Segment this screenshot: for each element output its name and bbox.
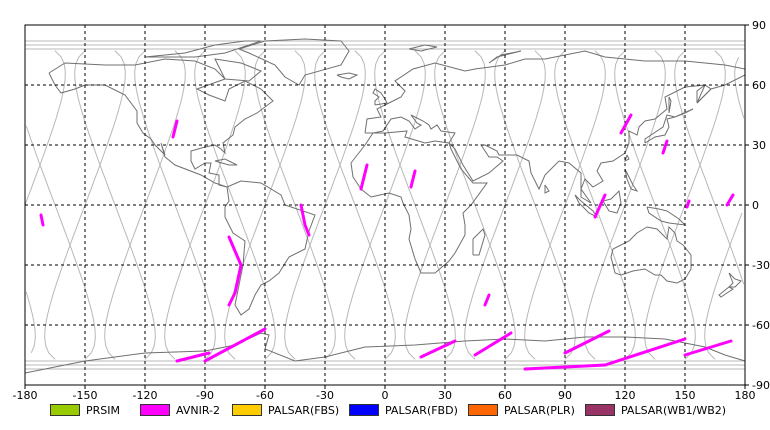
lon-tick-label: 90 (558, 389, 572, 402)
avnir2-acquisition-segment (593, 193, 607, 219)
borneo-coastline (602, 189, 622, 214)
lat-tick-label: -90 (752, 379, 770, 392)
lon-tick-label: 180 (735, 389, 756, 402)
antarctica-coastline (24, 332, 746, 374)
avnir2-acquisition-segment (483, 293, 491, 307)
avnir2-acquisition-segment (683, 339, 733, 357)
kamchatka-coastline (696, 84, 712, 104)
legend-swatch (140, 404, 170, 416)
legend-label: PALSAR(FBD) (385, 403, 458, 417)
axis-tick-labels: -180 -150 -120 -90 -60 -30 0 30 60 90 120 150 180 90 6… (13, 19, 770, 402)
avnir2-acquisition-segment (473, 331, 513, 357)
lon-tick-label: -150 (73, 389, 98, 402)
lon-tick-label: -120 (133, 389, 158, 402)
avnir2-acquisition-segment (299, 203, 311, 237)
legend-item: PALSAR(WB1/WB2) (585, 402, 726, 418)
svalbard-coastline (408, 44, 438, 52)
orbit-track (704, 212, 743, 360)
lat-tick-label: 30 (752, 139, 766, 152)
australia-coastline (610, 225, 692, 284)
lon-tick-label: 60 (498, 389, 512, 402)
lat-tick-label: -60 (752, 319, 770, 332)
lat-tick-label: -30 (752, 259, 770, 272)
baffin-coastline (214, 58, 262, 82)
lon-tick-label: 30 (438, 389, 452, 402)
new-zealand-south-coastline (718, 286, 734, 298)
avnir2-acquisition-segment (419, 339, 457, 359)
canadian-islands-coastline (144, 40, 262, 58)
orbit-track (674, 50, 745, 285)
sri-lanka-coastline (544, 184, 550, 194)
lat-tick-label: 0 (752, 199, 759, 212)
africa-coastline (350, 130, 488, 274)
legend-label: PALSAR(WB1/WB2) (621, 403, 727, 417)
orbit-track (24, 50, 66, 206)
orbit-track (25, 291, 36, 353)
north-america-coastline (48, 58, 274, 188)
iceland-coastline (336, 72, 359, 80)
avnir2-acquisition-segment (685, 199, 691, 209)
lon-tick-label: -180 (13, 389, 38, 402)
legend-swatch (468, 404, 498, 416)
legend-swatch (50, 404, 80, 416)
lat-tick-label: 60 (752, 79, 766, 92)
lon-tick-label: -30 (316, 389, 334, 402)
legend-item: PALSAR(FBD) (349, 402, 458, 418)
madagascar-coastline (472, 228, 486, 256)
legend-label: PALSAR(FBS) (268, 403, 340, 417)
legend-swatch (349, 404, 379, 416)
taiwan-coastline (624, 154, 630, 162)
new-zealand-coastline (727, 272, 742, 288)
legend-label: AVNIR-2 (176, 403, 220, 417)
lon-tick-label: 150 (675, 389, 696, 402)
avnir2-acquisition-segment (523, 337, 687, 371)
hokkaido-kuril-coastline (674, 108, 694, 118)
legend-label: PRSIM (86, 403, 120, 417)
legend-swatch (585, 404, 615, 416)
lat-tick-label: 90 (752, 19, 766, 32)
avnir2-acquisition-segment (227, 235, 243, 307)
legend-item: PALSAR(PLR) (468, 402, 575, 418)
avnir2-acquisition-segment (563, 329, 611, 355)
europe-asia-coastline (364, 50, 746, 204)
acquisition-segments (39, 113, 735, 371)
greenland-coastline (238, 38, 350, 86)
avnir2-acquisition-segment (619, 113, 633, 135)
philippines-coastline (624, 168, 639, 192)
legend-swatch (232, 404, 262, 416)
uk-coastline (372, 88, 388, 106)
sumatra-coastline (574, 194, 599, 219)
novaya-zemlya-coastline (488, 50, 522, 64)
avnir2-acquisition-segment (175, 351, 211, 363)
cuba-coastline (214, 158, 238, 166)
avnir2-acquisition-segment (661, 139, 669, 155)
legend-item: PALSAR(FBS) (232, 402, 339, 418)
graticule-grid (25, 25, 745, 385)
lon-tick-label: 120 (615, 389, 636, 402)
lon-tick-label: -60 (256, 389, 274, 402)
lon-tick-label: 0 (382, 389, 389, 402)
avnir2-acquisition-segment (359, 163, 369, 191)
legend-item: PRSIM (50, 402, 120, 418)
legend-item: AVNIR-2 (140, 402, 220, 418)
coastlines (24, 38, 746, 374)
lon-tick-label: -90 (196, 389, 214, 402)
legend-label: PALSAR(PLR) (504, 403, 575, 417)
avnir2-acquisition-segment (171, 119, 179, 139)
avnir2-acquisition-segment (39, 213, 45, 227)
legend: PRSIM AVNIR-2 PALSAR(FBS) PALSAR(FBD) PALSAR… (0, 402, 770, 422)
sakhalin-coastline (668, 96, 672, 114)
avnir2-acquisition-segment (203, 327, 267, 363)
avnir2-acquisition-segment (409, 169, 417, 189)
avnir2-acquisition-segment (725, 193, 735, 207)
